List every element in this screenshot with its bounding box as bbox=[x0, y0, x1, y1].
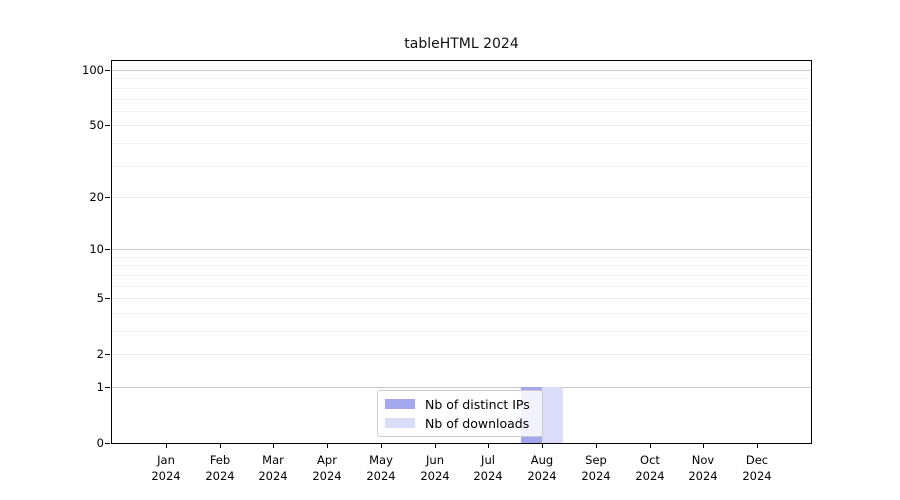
x-axis-tick bbox=[650, 444, 651, 448]
gridline bbox=[112, 275, 811, 276]
x-axis-tick bbox=[273, 444, 274, 448]
x-axis-label: Jun 2024 bbox=[420, 453, 450, 483]
x-axis-label: Aug 2024 bbox=[527, 453, 557, 483]
x-axis-label: Jul 2024 bbox=[473, 453, 503, 483]
legend: Nb of distinct IPs Nb of downloads bbox=[377, 390, 543, 437]
gridline bbox=[112, 99, 811, 100]
gridline bbox=[112, 331, 811, 332]
x-axis-label: Oct 2024 bbox=[635, 453, 665, 483]
legend-entry-distinct-ips: Nb of distinct IPs bbox=[385, 396, 535, 412]
x-axis-tick bbox=[435, 444, 436, 448]
x-axis-label: Feb 2024 bbox=[205, 453, 235, 483]
x-axis-tick bbox=[381, 444, 382, 448]
y-axis-tick bbox=[105, 125, 110, 126]
y-axis-label: 1 bbox=[96, 380, 104, 394]
y-axis-label: 10 bbox=[89, 242, 104, 256]
gridline bbox=[112, 88, 811, 89]
y-axis-tick bbox=[105, 197, 110, 198]
gridline bbox=[112, 111, 811, 112]
gridline bbox=[112, 313, 811, 314]
gridline bbox=[112, 70, 811, 71]
x-axis-label: Apr 2024 bbox=[312, 453, 342, 483]
y-axis-label: 20 bbox=[89, 190, 104, 204]
x-axis-tick bbox=[596, 444, 597, 448]
x-axis-tick bbox=[488, 444, 489, 448]
x-axis-tick bbox=[220, 444, 221, 448]
gridline bbox=[112, 143, 811, 144]
y-axis-label: 50 bbox=[89, 118, 104, 132]
bar-downloads bbox=[542, 387, 563, 443]
gridline bbox=[112, 265, 811, 266]
y-axis-label: 5 bbox=[96, 291, 104, 305]
plot-area: Nb of distinct IPs Nb of downloads bbox=[111, 60, 812, 444]
x-axis-tick bbox=[703, 444, 704, 448]
y-axis-label: 2 bbox=[96, 347, 104, 361]
gridline bbox=[112, 197, 811, 198]
x-axis-label: Nov 2024 bbox=[688, 453, 718, 483]
legend-label-distinct-ips: Nb of distinct IPs bbox=[425, 396, 530, 412]
y-axis-tick bbox=[105, 443, 110, 444]
y-axis-label: 100 bbox=[82, 63, 104, 77]
x-axis-tick bbox=[757, 444, 758, 448]
gridline bbox=[112, 249, 811, 250]
y-axis-tick bbox=[105, 298, 110, 299]
legend-swatch-distinct-ips bbox=[385, 399, 415, 409]
x-axis-label: Dec 2024 bbox=[742, 453, 772, 483]
x-axis-label: Sep 2024 bbox=[581, 453, 611, 483]
y-axis-label: 0 bbox=[96, 436, 104, 450]
x-axis-tick bbox=[542, 444, 543, 448]
legend-swatch-downloads bbox=[385, 418, 415, 428]
chart-title: tableHTML 2024 bbox=[404, 36, 519, 52]
y-axis-tick bbox=[105, 354, 110, 355]
gridline bbox=[112, 354, 811, 355]
x-axis-tick bbox=[327, 444, 328, 448]
legend-label-downloads: Nb of downloads bbox=[425, 415, 530, 431]
y-axis-tick bbox=[105, 387, 110, 388]
x-axis-tick bbox=[166, 444, 167, 448]
gridline bbox=[112, 286, 811, 287]
legend-entry-downloads: Nb of downloads bbox=[385, 415, 535, 431]
gridline bbox=[112, 125, 811, 126]
x-axis-label: Jan 2024 bbox=[151, 453, 181, 483]
gridline bbox=[112, 78, 811, 79]
gridline bbox=[112, 298, 811, 299]
x-axis-label: Mar 2024 bbox=[258, 453, 288, 483]
x-axis-label: May 2024 bbox=[366, 453, 396, 483]
y-axis-tick bbox=[105, 249, 110, 250]
gridline bbox=[112, 387, 811, 388]
y-axis-tick bbox=[105, 70, 110, 71]
gridline bbox=[112, 257, 811, 258]
gridline bbox=[112, 166, 811, 167]
